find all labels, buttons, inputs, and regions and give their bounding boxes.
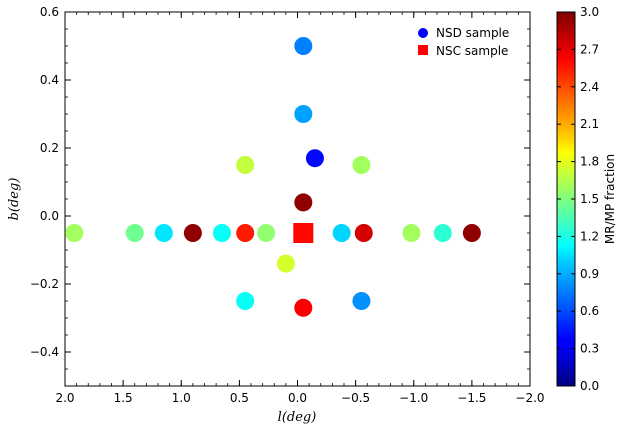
data-points bbox=[65, 37, 481, 317]
x-tick-label: −0.5 bbox=[341, 391, 370, 405]
nsd-data-point bbox=[294, 37, 313, 55]
x-tick-label: −2.0 bbox=[515, 391, 544, 405]
nsd-data-point bbox=[462, 224, 481, 242]
x-tick-label: −1.5 bbox=[457, 391, 486, 405]
nsd-data-point bbox=[352, 292, 371, 310]
x-tick-label: 1.5 bbox=[114, 391, 133, 405]
nsd-data-point bbox=[352, 156, 371, 174]
y-axis-label: b(deg) bbox=[7, 178, 22, 221]
x-tick-label: −1.0 bbox=[399, 391, 428, 405]
colorbar-ticks: 0.0 0.3 0.6 0.9 1.2 1.5 1.8 2.1 2.4 2.7 3.0 bbox=[557, 5, 599, 393]
colorbar-tick-label: 2.1 bbox=[580, 117, 599, 131]
colorbar-tick-label: 0.3 bbox=[580, 342, 599, 356]
y-tick-label: −0.4 bbox=[30, 345, 59, 359]
colorbar-tick-label: 2.7 bbox=[580, 42, 599, 56]
colorbar-tick-label: 1.2 bbox=[580, 229, 599, 243]
legend-marker-nsd bbox=[418, 28, 428, 38]
y-tick-label: 0.2 bbox=[40, 141, 59, 155]
nsd-data-point bbox=[65, 224, 84, 242]
nsd-data-point bbox=[332, 224, 351, 242]
nsd-data-point bbox=[236, 156, 255, 174]
x-tick-label: 1.0 bbox=[172, 391, 191, 405]
nsd-data-point bbox=[125, 224, 144, 242]
nsd-data-point bbox=[257, 224, 276, 242]
colorbar-tick-label: 1.5 bbox=[580, 192, 599, 206]
y-tick-label: −0.2 bbox=[30, 277, 59, 291]
y-tick-label: 0.6 bbox=[40, 5, 59, 19]
y-tick-label: 0.0 bbox=[40, 209, 59, 223]
colorbar-tick-label: 0.9 bbox=[580, 267, 599, 281]
nsd-data-point bbox=[354, 224, 373, 242]
x-tick-label: 2.0 bbox=[55, 391, 74, 405]
nsd-data-point bbox=[294, 105, 313, 123]
colorbar-label: MR/MP fraction bbox=[603, 154, 617, 244]
colorbar-tick-label: 0.0 bbox=[580, 379, 599, 393]
colorbar-tick-label: 1.8 bbox=[580, 155, 599, 169]
nsd-data-point bbox=[236, 224, 255, 242]
colorbar-tick-label: 3.0 bbox=[580, 5, 599, 19]
y-tick-label: 0.4 bbox=[40, 73, 59, 87]
nsd-data-point bbox=[212, 224, 231, 242]
nsd-data-point bbox=[276, 254, 295, 273]
axis-ticks: 2.0 1.5 1.0 0.5 0.0 −0.5 −1.0 −1.5 −2.0 −0.4 −0.2 0… bbox=[30, 5, 545, 405]
nsd-data-point bbox=[183, 224, 202, 242]
nsd-data-point bbox=[402, 224, 421, 242]
nsd-data-point bbox=[154, 224, 173, 242]
colorbar-tick-label: 0.6 bbox=[580, 304, 599, 318]
x-axis-label: l(deg) bbox=[278, 410, 317, 425]
legend-marker-nsc bbox=[418, 45, 428, 55]
x-tick-label: 0.0 bbox=[288, 391, 307, 405]
legend-label-nsc: NSC sample bbox=[436, 44, 508, 58]
nsd-data-point bbox=[433, 224, 452, 242]
legend-label-nsd: NSD sample bbox=[436, 26, 509, 40]
nsc-data-point bbox=[293, 223, 314, 243]
x-tick-label: 0.5 bbox=[230, 391, 249, 405]
nsd-data-point bbox=[236, 292, 255, 310]
nsd-data-point bbox=[294, 193, 313, 212]
nsd-data-point bbox=[305, 149, 324, 168]
nsd-data-point bbox=[294, 298, 313, 317]
legend: NSD sample NSC sample bbox=[418, 26, 509, 58]
colorbar-tick-label: 2.4 bbox=[580, 80, 599, 94]
